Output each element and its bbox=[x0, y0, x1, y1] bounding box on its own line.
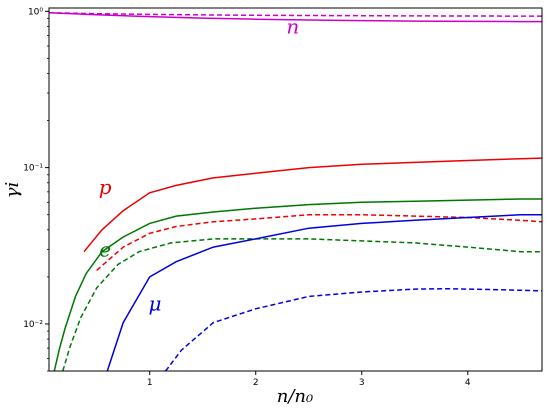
series-line-7 bbox=[165, 287, 542, 371]
y-tick-label: 10⁻² bbox=[23, 320, 43, 330]
series-line-2 bbox=[83, 157, 542, 253]
x-axis-label: n/n₀ bbox=[277, 386, 313, 407]
y-axis: 10⁻² 10⁻¹ 10⁰ bbox=[23, 7, 49, 372]
plot-frame bbox=[48, 7, 543, 372]
x-axis: 1 2 3 4 bbox=[147, 371, 471, 388]
series-line-1 bbox=[49, 11, 542, 17]
series-label-μ: μ bbox=[149, 291, 162, 315]
series-label-n: n bbox=[286, 15, 299, 39]
x-tick-label: 1 bbox=[147, 378, 153, 388]
series-line-6 bbox=[106, 213, 542, 371]
x-tick-label: 4 bbox=[465, 378, 471, 388]
series-line-0 bbox=[49, 11, 542, 23]
series-lines bbox=[49, 11, 542, 371]
y-tick-label: 10⁰ bbox=[28, 7, 43, 17]
series-line-4 bbox=[53, 198, 542, 371]
x-tick-label: 2 bbox=[253, 378, 259, 388]
series-line-5 bbox=[62, 238, 542, 371]
series-label-e: e bbox=[99, 238, 111, 262]
series-line-3 bbox=[96, 213, 542, 271]
series-labels: n p e μ bbox=[99, 15, 300, 316]
y-tick-label: 10⁻¹ bbox=[23, 164, 43, 174]
x-tick-label: 3 bbox=[359, 378, 365, 388]
series-label-p: p bbox=[99, 175, 112, 199]
y-axis-label: γi bbox=[2, 182, 23, 199]
